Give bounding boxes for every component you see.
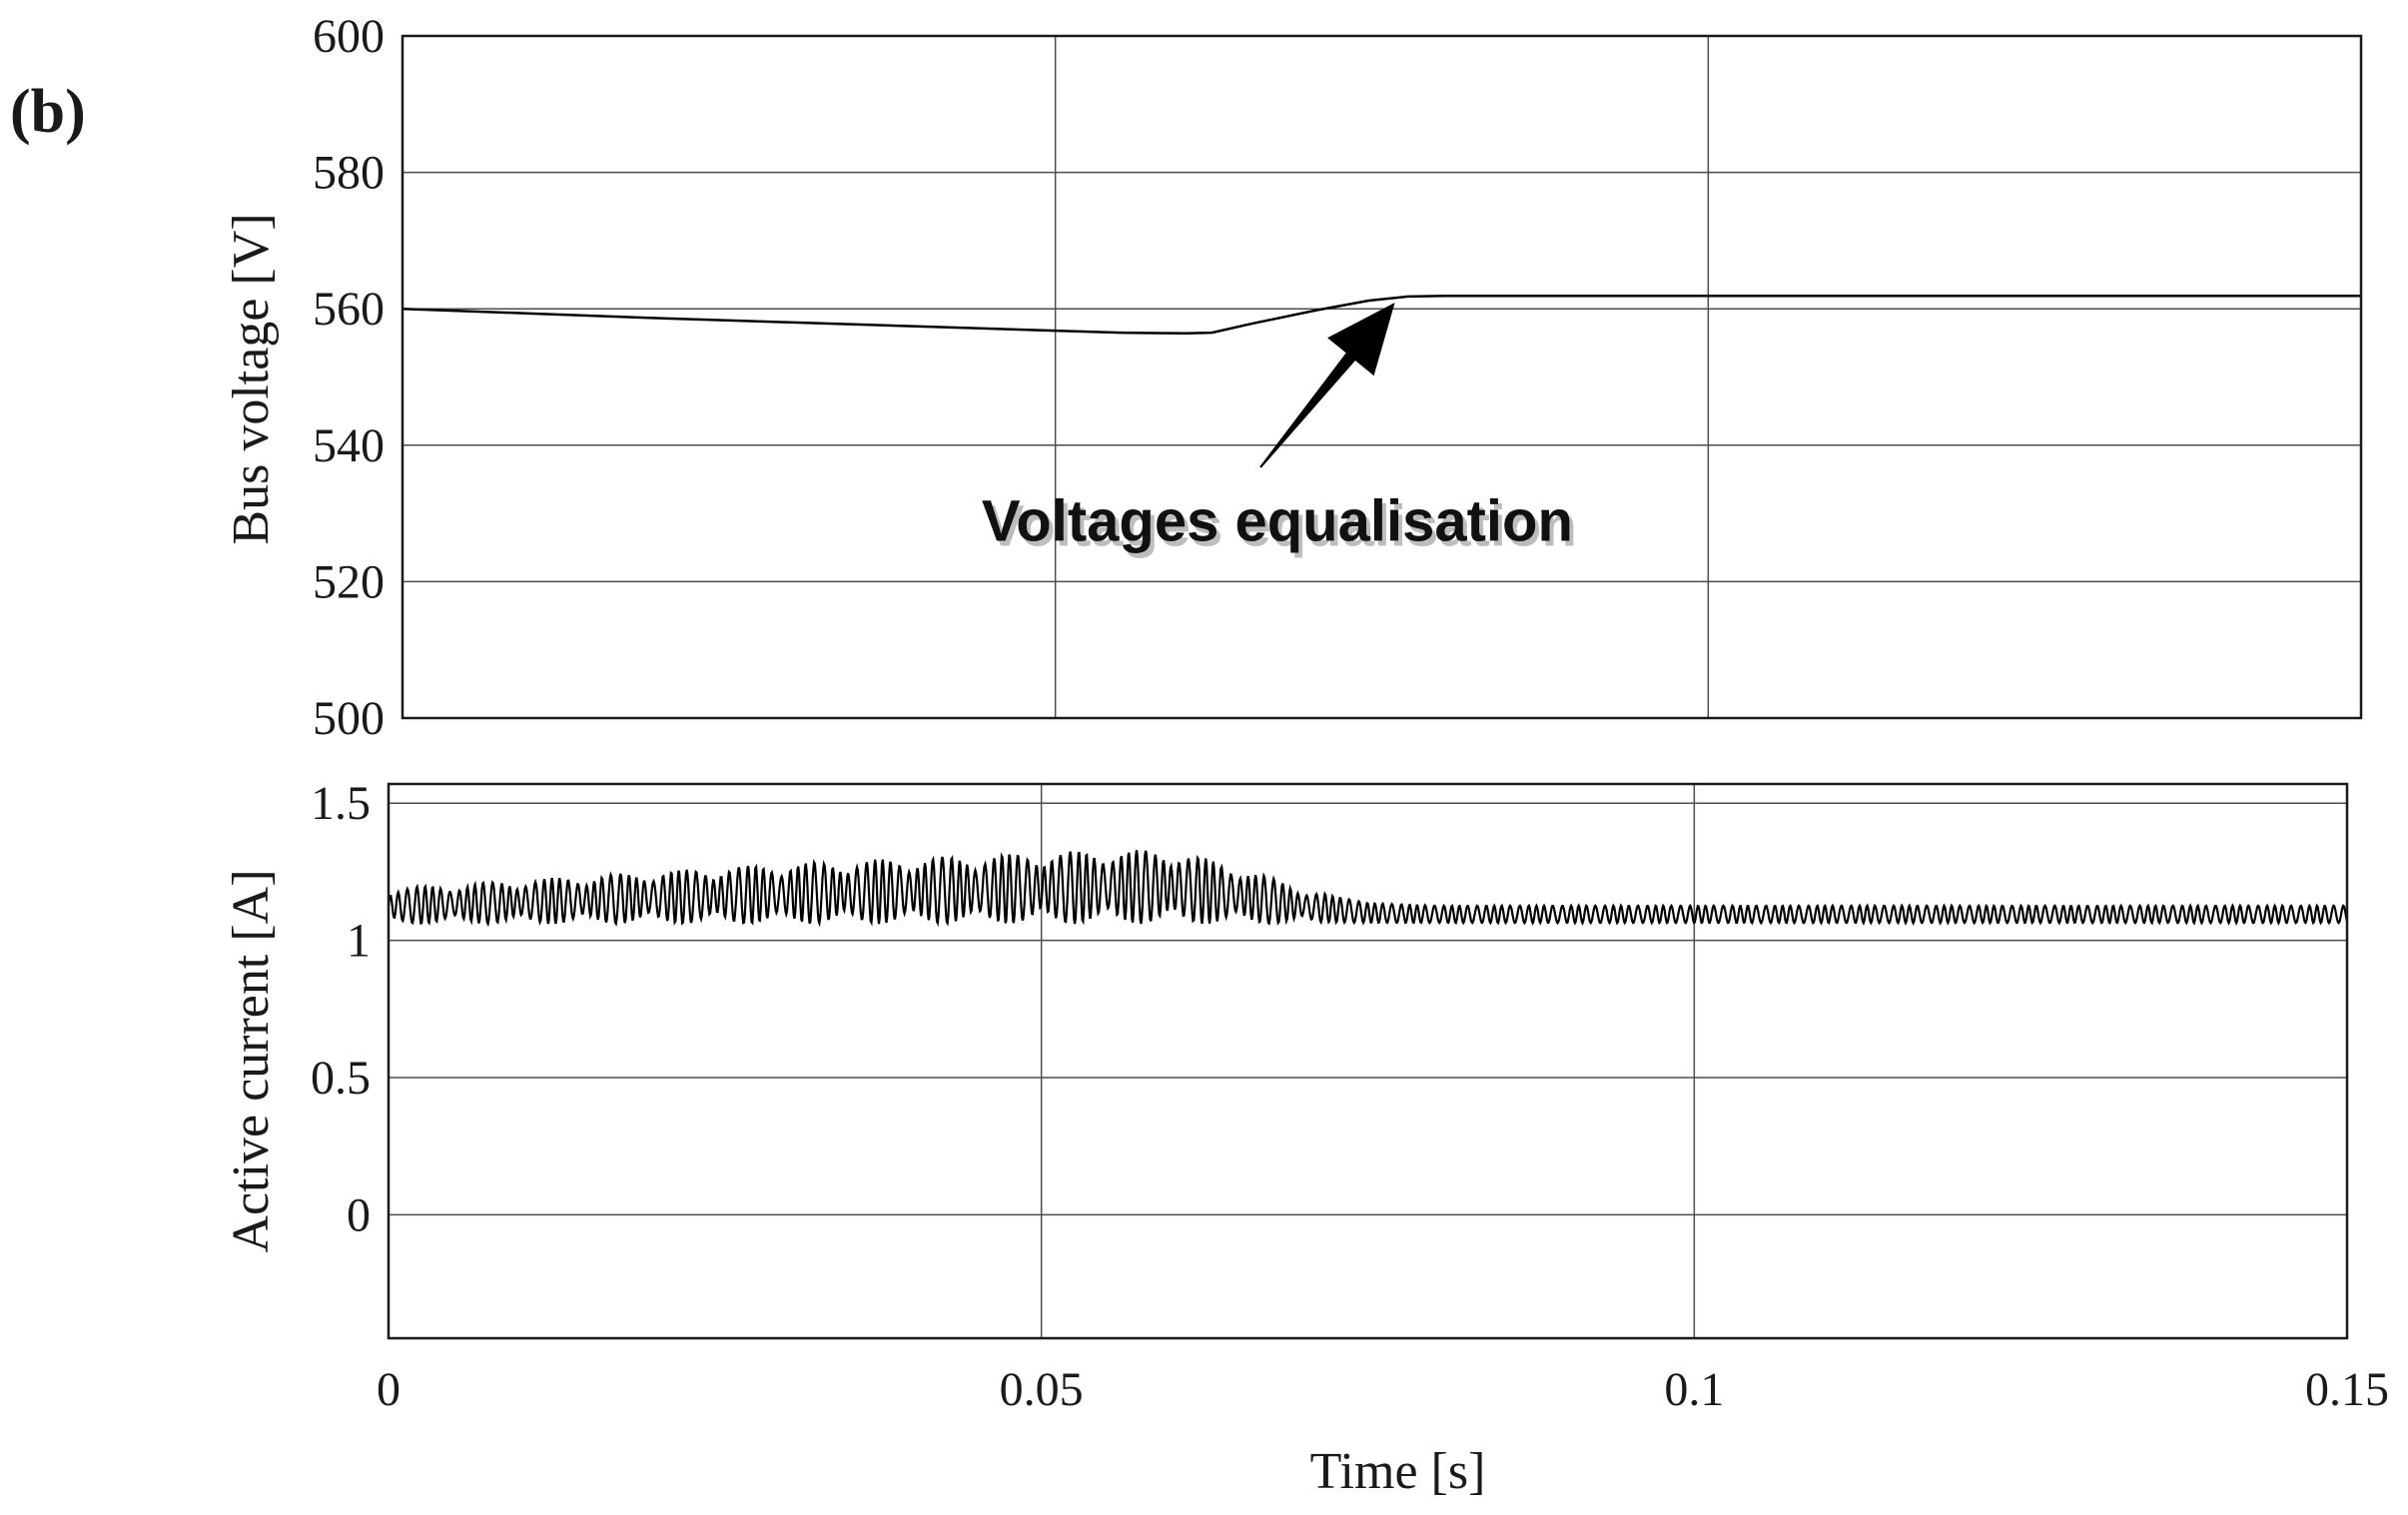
annotation-text-shadow: Voltages equalisation xyxy=(986,493,1577,558)
x-tick-label: 0.05 xyxy=(1000,1363,1084,1416)
bus-voltage-frame xyxy=(401,34,2363,720)
active-current-trace xyxy=(387,849,2349,928)
y-tick-label: 500 xyxy=(313,692,385,745)
bus-voltage-y-ticks: 500 520 540 560 580 600 xyxy=(313,10,385,745)
bus-voltage-panel: 500 520 540 560 580 600 Voltages equalisation… xyxy=(223,10,2363,745)
bus-voltage-line xyxy=(401,294,2361,336)
active-current-frame xyxy=(387,782,2349,1340)
bus-voltage-y-label: Bus voltage [V] xyxy=(223,213,280,544)
y-tick-label: 580 xyxy=(313,147,385,200)
annotation-text: Voltages equalisation xyxy=(982,488,1573,553)
active-current-y-label: Active current [A] xyxy=(223,869,280,1252)
active-current-line xyxy=(387,849,2349,928)
x-tick-label: 0.15 xyxy=(2305,1363,2389,1416)
active-current-grid xyxy=(389,784,2347,1338)
y-tick-label: 520 xyxy=(313,555,385,608)
y-tick-label: 1 xyxy=(347,915,371,968)
y-tick-label: 0 xyxy=(347,1188,371,1241)
y-tick-label: 600 xyxy=(313,10,385,63)
y-tick-label: 1.5 xyxy=(311,777,371,830)
annotation-arrow xyxy=(1259,303,1395,468)
y-tick-label: 560 xyxy=(313,283,385,336)
y-tick-label: 540 xyxy=(313,419,385,472)
time-x-label: Time [s] xyxy=(1310,1443,1486,1500)
x-tick-label: 0.1 xyxy=(1664,1363,1724,1416)
y-tick-label: 0.5 xyxy=(311,1052,371,1105)
voltage-annotation: Voltages equalisation Voltages equalisat… xyxy=(982,303,1577,558)
panel-tag: (b) xyxy=(10,78,86,146)
bus-voltage-grid xyxy=(402,36,2361,718)
bus-voltage-trace xyxy=(401,294,2361,336)
active-current-ticks: 0 0.05 0.1 0.15 0 0.5 1 1.5 xyxy=(311,777,2389,1416)
x-tick-label: 0 xyxy=(377,1363,401,1416)
